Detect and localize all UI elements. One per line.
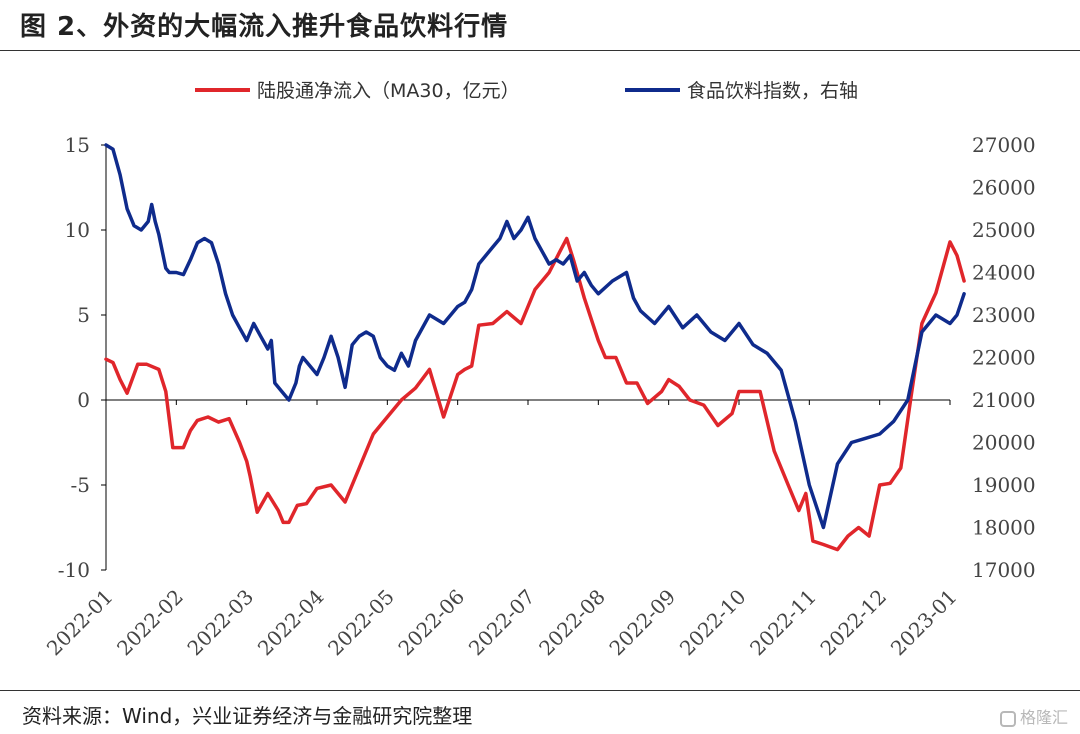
x-tick-label: 2022-07 [464,585,540,661]
chart: 陆股通净流入（MA30，亿元） 食品饮料指数，右轴 15 10 5 0 -5 -10 270… [42,80,1036,660]
series-line-flow [104,236,966,552]
x-tick-label: 2022-11 [745,585,821,661]
x-tick-label: 2023-01 [886,585,962,661]
x-tick-label: 2022-12 [815,585,891,661]
source-note: 资料来源：Wind，兴业证券经济与金融研究院整理 [22,704,473,728]
y-right-tick-label: 26000 [972,176,1036,200]
axes: 15 10 5 0 -5 -10 27000 26000 25000 24000 23000 2200… [42,133,1036,660]
series-layer [104,143,966,552]
y-right-tick-label: 17000 [972,558,1036,582]
y-left-tick-label: -10 [58,558,90,582]
x-tick-label: 2022-09 [604,585,680,661]
y-left-tick-label: 0 [77,388,90,412]
y-left-tick-label: 10 [65,218,90,242]
y-right-tick-label: 23000 [972,303,1036,327]
y-left-tick-label: 5 [77,303,90,327]
y-right-tick-label: 20000 [972,431,1036,455]
y-left-tick-label: -5 [71,473,90,497]
y-right-tick-label: 27000 [972,133,1036,157]
watermark-logo-icon [999,711,1016,727]
x-tick-label: 2022-03 [182,585,258,661]
x-tick-label: 2022-05 [323,585,399,661]
legend-label-flow: 陆股通净流入（MA30，亿元） [257,80,520,102]
x-tick-label: 2022-02 [112,585,188,661]
series-line-index [104,143,966,530]
title-divider [0,50,1080,51]
y-right-tick-label: 25000 [972,218,1036,242]
legend: 陆股通净流入（MA30，亿元） 食品饮料指数，右轴 [195,80,858,102]
y-right-tick-label: 22000 [972,346,1036,370]
legend-label-index: 食品饮料指数，右轴 [687,80,858,102]
watermark: 格隆汇 [999,704,1068,728]
y-right-tick-label: 21000 [972,388,1036,412]
y-right-tick-label: 18000 [972,516,1036,540]
x-tick-label: 2022-10 [675,585,751,661]
x-tick-label: 2022-01 [42,585,118,661]
y-right-tick-label: 24000 [972,261,1036,285]
x-tick-label: 2022-06 [393,585,469,661]
watermark-text: 格隆汇 [1019,708,1068,727]
y-left-tick-label: 15 [65,133,90,157]
footer-divider [0,690,1080,691]
figure-title: 图 2、外资的大幅流入推升食品饮料行情 [20,12,509,42]
x-tick-label: 2022-08 [534,585,610,661]
x-tick-label: 2022-04 [253,585,329,661]
y-right-tick-label: 19000 [972,473,1036,497]
